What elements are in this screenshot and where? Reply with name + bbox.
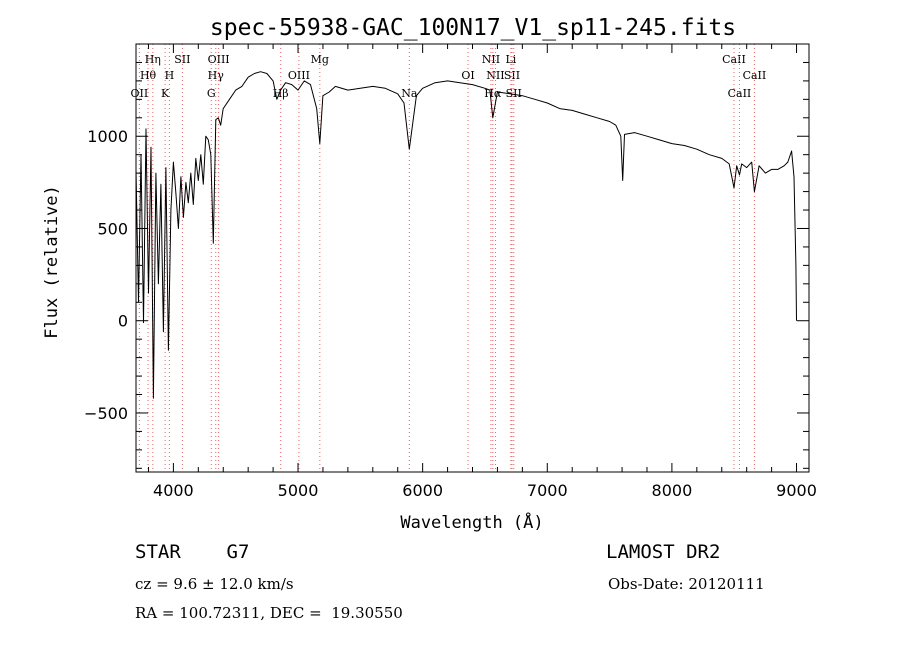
- spectrum-series: [135, 71, 797, 399]
- y-tick-label: 1000: [87, 127, 128, 146]
- x-tick-label: 7000: [527, 481, 568, 500]
- spectral-line-label: Li: [505, 53, 516, 66]
- spectral-line-label: SII: [506, 87, 522, 100]
- spectral-line-label: SII: [174, 53, 190, 66]
- redshift-velocity: cz = 9.6 ± 12.0 km/s: [135, 575, 294, 593]
- y-tick-label: −500: [84, 404, 128, 423]
- y-tick-label: 500: [97, 219, 128, 238]
- object-class: STAR G7: [135, 541, 250, 563]
- x-axis-label: Wavelength (Å): [400, 511, 543, 533]
- spectral-line-label: Hη: [145, 53, 161, 66]
- spectral-line-label: NII: [486, 69, 504, 82]
- spectral-line-label: OIII: [208, 53, 230, 66]
- spectral-line-label: OIII: [288, 69, 310, 82]
- spectral-line-label: NII: [482, 53, 500, 66]
- spectral-line-label: Mg: [311, 53, 329, 66]
- spectral-line-label: CaII: [722, 53, 746, 66]
- spectral-line-label: OII: [131, 87, 149, 100]
- plot-frame: [135, 43, 810, 473]
- spectral-line-label: SII: [504, 69, 520, 82]
- spectral-line-label: Hθ: [140, 69, 157, 82]
- x-tick-label: 5000: [278, 481, 319, 500]
- x-tick-label: 6000: [402, 481, 443, 500]
- x-tick-label: 8000: [652, 481, 693, 500]
- coordinates: RA = 100.72311, DEC = 19.30550: [135, 604, 403, 622]
- x-tick-label: 4000: [153, 481, 194, 500]
- axes: 4000 5000 6000 7000 8000 9000 −500 0 500 1000: [84, 44, 817, 500]
- spectral-line-label: K: [161, 87, 170, 100]
- spectral-line-label: Na: [401, 87, 418, 100]
- y-tick-label: 0: [118, 312, 128, 331]
- spectral-line-label: Hα: [484, 87, 502, 100]
- spectral-line-label: Hγ: [208, 69, 225, 82]
- spectral-line-label: CaII: [728, 87, 752, 100]
- x-tick-label: 9000: [776, 481, 817, 500]
- y-axis-label: Flux (relative): [42, 185, 62, 339]
- spectral-line-label: H: [165, 69, 175, 82]
- spectral-line-label: CaII: [743, 69, 767, 82]
- observation-date: Obs-Date: 20120111: [608, 575, 765, 593]
- survey-name: LAMOST DR2: [606, 541, 721, 563]
- spectral-line-label: G: [207, 87, 216, 100]
- spectrum-line: [135, 71, 797, 399]
- spectral-line-label: OI: [461, 69, 474, 82]
- chart-title: spec-55938-GAC_100N17_V1_sp11-245.fits: [210, 15, 736, 41]
